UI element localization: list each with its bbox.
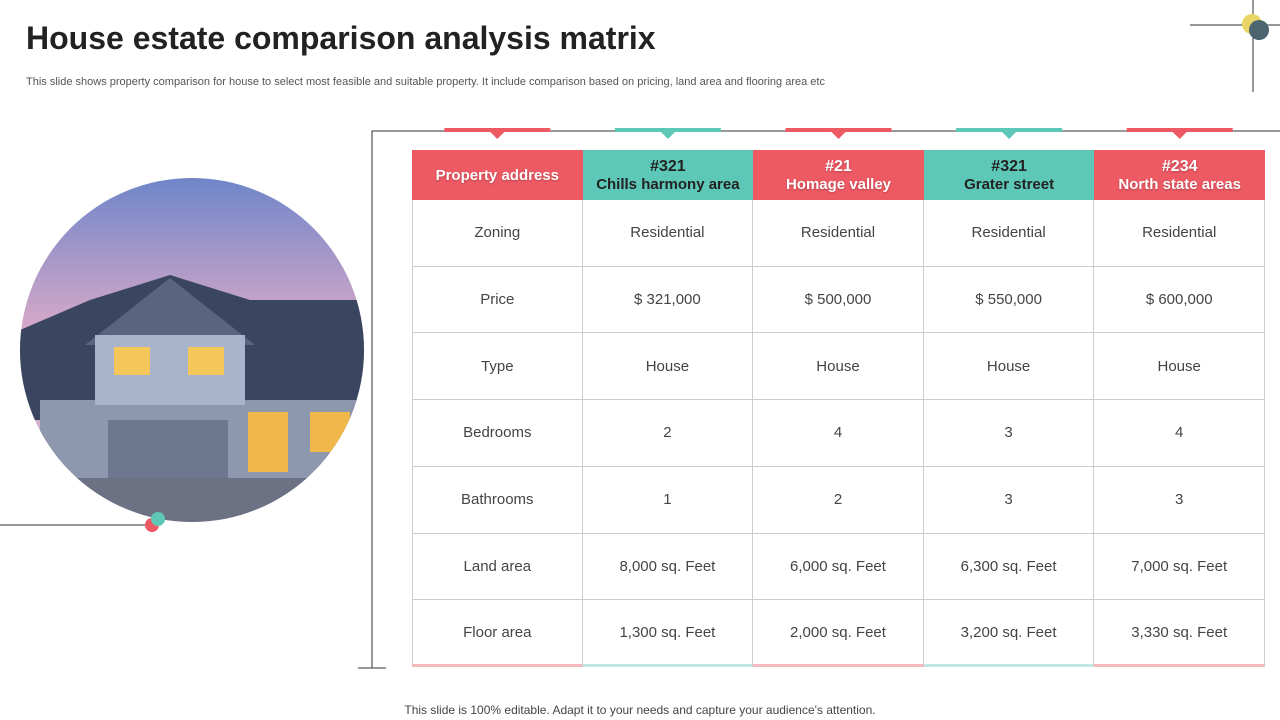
property-id: #21	[825, 157, 852, 175]
table-cell: $ 500,000	[753, 266, 924, 334]
tab	[1126, 128, 1233, 132]
table-cell: Residential	[923, 200, 1095, 267]
row-label: Floor area	[412, 600, 583, 667]
property-name: Chills harmony area	[596, 175, 740, 193]
table-cell: Residential	[753, 200, 924, 267]
header-cell: #321 Grater street	[923, 150, 1095, 200]
table-cell: House	[582, 333, 754, 401]
table-cell: House	[1094, 333, 1265, 401]
table-cell: 2	[753, 466, 924, 534]
table-cell: 3	[1094, 466, 1265, 534]
table-cell: Residential	[1094, 200, 1265, 267]
table-cell: 6,000 sq. Feet	[753, 533, 924, 601]
row-label: Bathrooms	[412, 466, 583, 534]
table-cell: $ 550,000	[923, 266, 1095, 334]
property-id: #321	[991, 157, 1027, 175]
header-cell: #21 Homage valley	[753, 150, 924, 200]
header-cell: #234 North state areas	[1094, 150, 1265, 200]
table-cell: 2	[582, 400, 754, 467]
tab	[614, 128, 721, 132]
row-label: Land area	[412, 533, 583, 601]
property-name: North state areas	[1118, 175, 1241, 193]
table-cell: $ 321,000	[582, 266, 754, 334]
table-cell: 6,300 sq. Feet	[923, 533, 1095, 601]
title: House estate comparison analysis matrix	[26, 20, 656, 56]
table-cell: 1	[582, 466, 754, 534]
table-cell: 3,330 sq. Feet	[1094, 600, 1265, 667]
table-cell: 4	[753, 400, 924, 467]
house-image	[20, 178, 364, 522]
table-cell: House	[923, 333, 1095, 401]
table-cell: 3,200 sq. Feet	[923, 600, 1095, 667]
table-cell: 1,300 sq. Feet	[582, 600, 754, 667]
property-name: Grater street	[964, 175, 1055, 193]
table-cell: Residential	[582, 200, 754, 267]
table-cell: 3	[923, 400, 1095, 467]
tab	[785, 128, 892, 132]
tab-pointer	[659, 131, 676, 139]
property-name: Homage valley	[785, 175, 892, 193]
table-cell: House	[753, 333, 924, 401]
table-cell: 7,000 sq. Feet	[1094, 533, 1265, 601]
row-label: Bedrooms	[412, 400, 583, 467]
tab-pointer	[1001, 131, 1018, 139]
table-cell: 8,000 sq. Feet	[582, 533, 754, 601]
tab	[956, 128, 1063, 132]
header-cell: #321 Chills harmony area	[582, 150, 754, 200]
tab-pointer	[489, 131, 506, 139]
tab-pointer	[1171, 131, 1188, 139]
row-label: Type	[412, 333, 583, 401]
table-cell: 3	[923, 466, 1095, 534]
table-cell: 2,000 sq. Feet	[753, 600, 924, 667]
property-id: #321	[650, 157, 686, 175]
subtitle: This slide shows property comparison for…	[26, 76, 825, 88]
footer: This slide is 100% editable. Adapt it to…	[404, 703, 876, 717]
row-label: Zoning	[412, 200, 583, 267]
table-cell: 4	[1094, 400, 1265, 467]
table-cell: $ 600,000	[1094, 266, 1265, 334]
tab-pointer	[830, 131, 847, 139]
row-label: Price	[412, 266, 583, 334]
property-id: #234	[1161, 157, 1198, 175]
header-label: Property address	[435, 166, 559, 184]
tab	[444, 128, 551, 132]
header-cell: Property address	[412, 150, 583, 200]
